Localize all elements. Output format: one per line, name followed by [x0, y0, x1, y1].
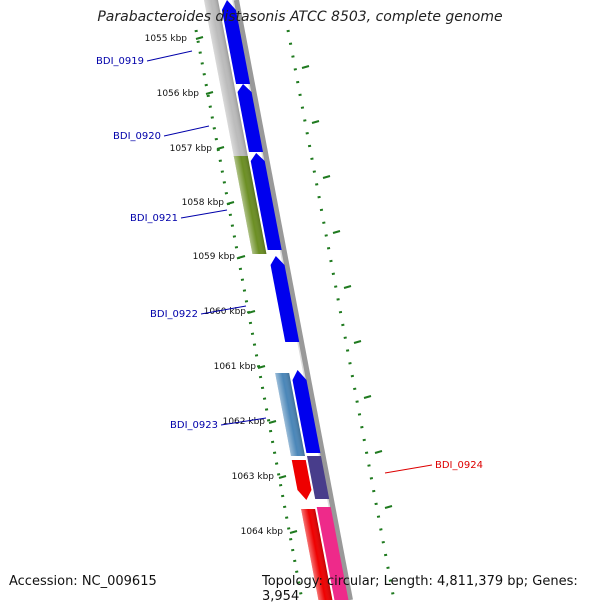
leader-line-bdi-0919 [146, 50, 193, 62]
tick-label-1056: 1056 kbp [157, 89, 200, 99]
tick-group [195, 36, 393, 534]
tick-label-1055: 1055 kbp [145, 34, 188, 44]
gene-label-bdi-0922[interactable]: BDI_0922 [150, 309, 198, 320]
backbone-line [233, 0, 353, 600]
gene-label-bdi-0924[interactable]: BDI_0924 [435, 460, 483, 471]
tick-label-1060: 1060 kbp [204, 307, 247, 317]
leader-line-bdi-0924 [384, 464, 433, 474]
cds-purple[interactable] [306, 456, 330, 499]
cds-red-shade [301, 509, 333, 600]
gene-label-group: BDI_0919 BDI_0920 BDI_0921 BDI_0922 BDI_… [96, 50, 483, 474]
tick-label-1062: 1062 kbp [223, 417, 266, 427]
tick-label-1058: 1058 kbp [182, 198, 225, 208]
tick-1055 [195, 36, 204, 40]
tick-label-1059: 1059 kbp [193, 252, 236, 262]
feature-group [204, 0, 349, 600]
cds-blue-5[interactable] [291, 370, 321, 453]
tick-1058 [226, 201, 235, 205]
tick-1056 [205, 91, 214, 95]
gene-label-bdi-0919[interactable]: BDI_0919 [96, 56, 144, 67]
tick-label-1057: 1057 kbp [170, 144, 213, 154]
leader-line-bdi-0922 [200, 305, 247, 315]
gene-label-bdi-0920[interactable]: BDI_0920 [113, 131, 161, 142]
cds-green-shade [233, 156, 267, 254]
leader-line-bdi-0923 [220, 417, 267, 426]
cds-blue-3[interactable] [249, 153, 282, 250]
tick-1061 [257, 365, 266, 369]
tick-1059 [237, 255, 246, 259]
cds-blue-1[interactable] [220, 0, 251, 84]
gene-label-bdi-0921[interactable]: BDI_0921 [130, 213, 178, 224]
tick-1057 [216, 146, 225, 150]
cds-blue-4[interactable] [269, 256, 300, 342]
tick-label-1063: 1063 kbp [232, 472, 275, 482]
cds-red[interactable] [291, 460, 314, 500]
tick-1063 [278, 475, 287, 479]
outer-tick [363, 395, 372, 399]
outer-tick [311, 120, 320, 124]
gene-label-bdi-0923[interactable]: BDI_0923 [170, 420, 218, 431]
genome-title: Parabacteroides distasonis ATCC 8503, co… [97, 9, 503, 25]
tick-1060 [247, 310, 256, 314]
cds-steelblue-shade [275, 373, 305, 456]
outer-tick [301, 65, 310, 69]
cds-gray-shade [204, 0, 248, 157]
tick-label-1061: 1061 kbp [214, 362, 257, 372]
tick-1064 [289, 530, 298, 534]
accession-text: Accession: NC_009615 [9, 574, 157, 589]
outer-tick [353, 340, 362, 344]
tick-1062 [268, 420, 277, 424]
outer-tick [384, 505, 393, 509]
outer-tick [343, 285, 352, 289]
cds-blue-2[interactable] [236, 84, 263, 152]
outer-tick [322, 175, 331, 179]
tick-label-1064: 1064 kbp [241, 527, 284, 537]
outer-tick [332, 230, 341, 234]
cds-pink[interactable] [316, 507, 349, 600]
leader-line-bdi-0920 [163, 125, 210, 137]
outer-tick [374, 450, 383, 454]
leader-line-bdi-0921 [180, 209, 228, 219]
